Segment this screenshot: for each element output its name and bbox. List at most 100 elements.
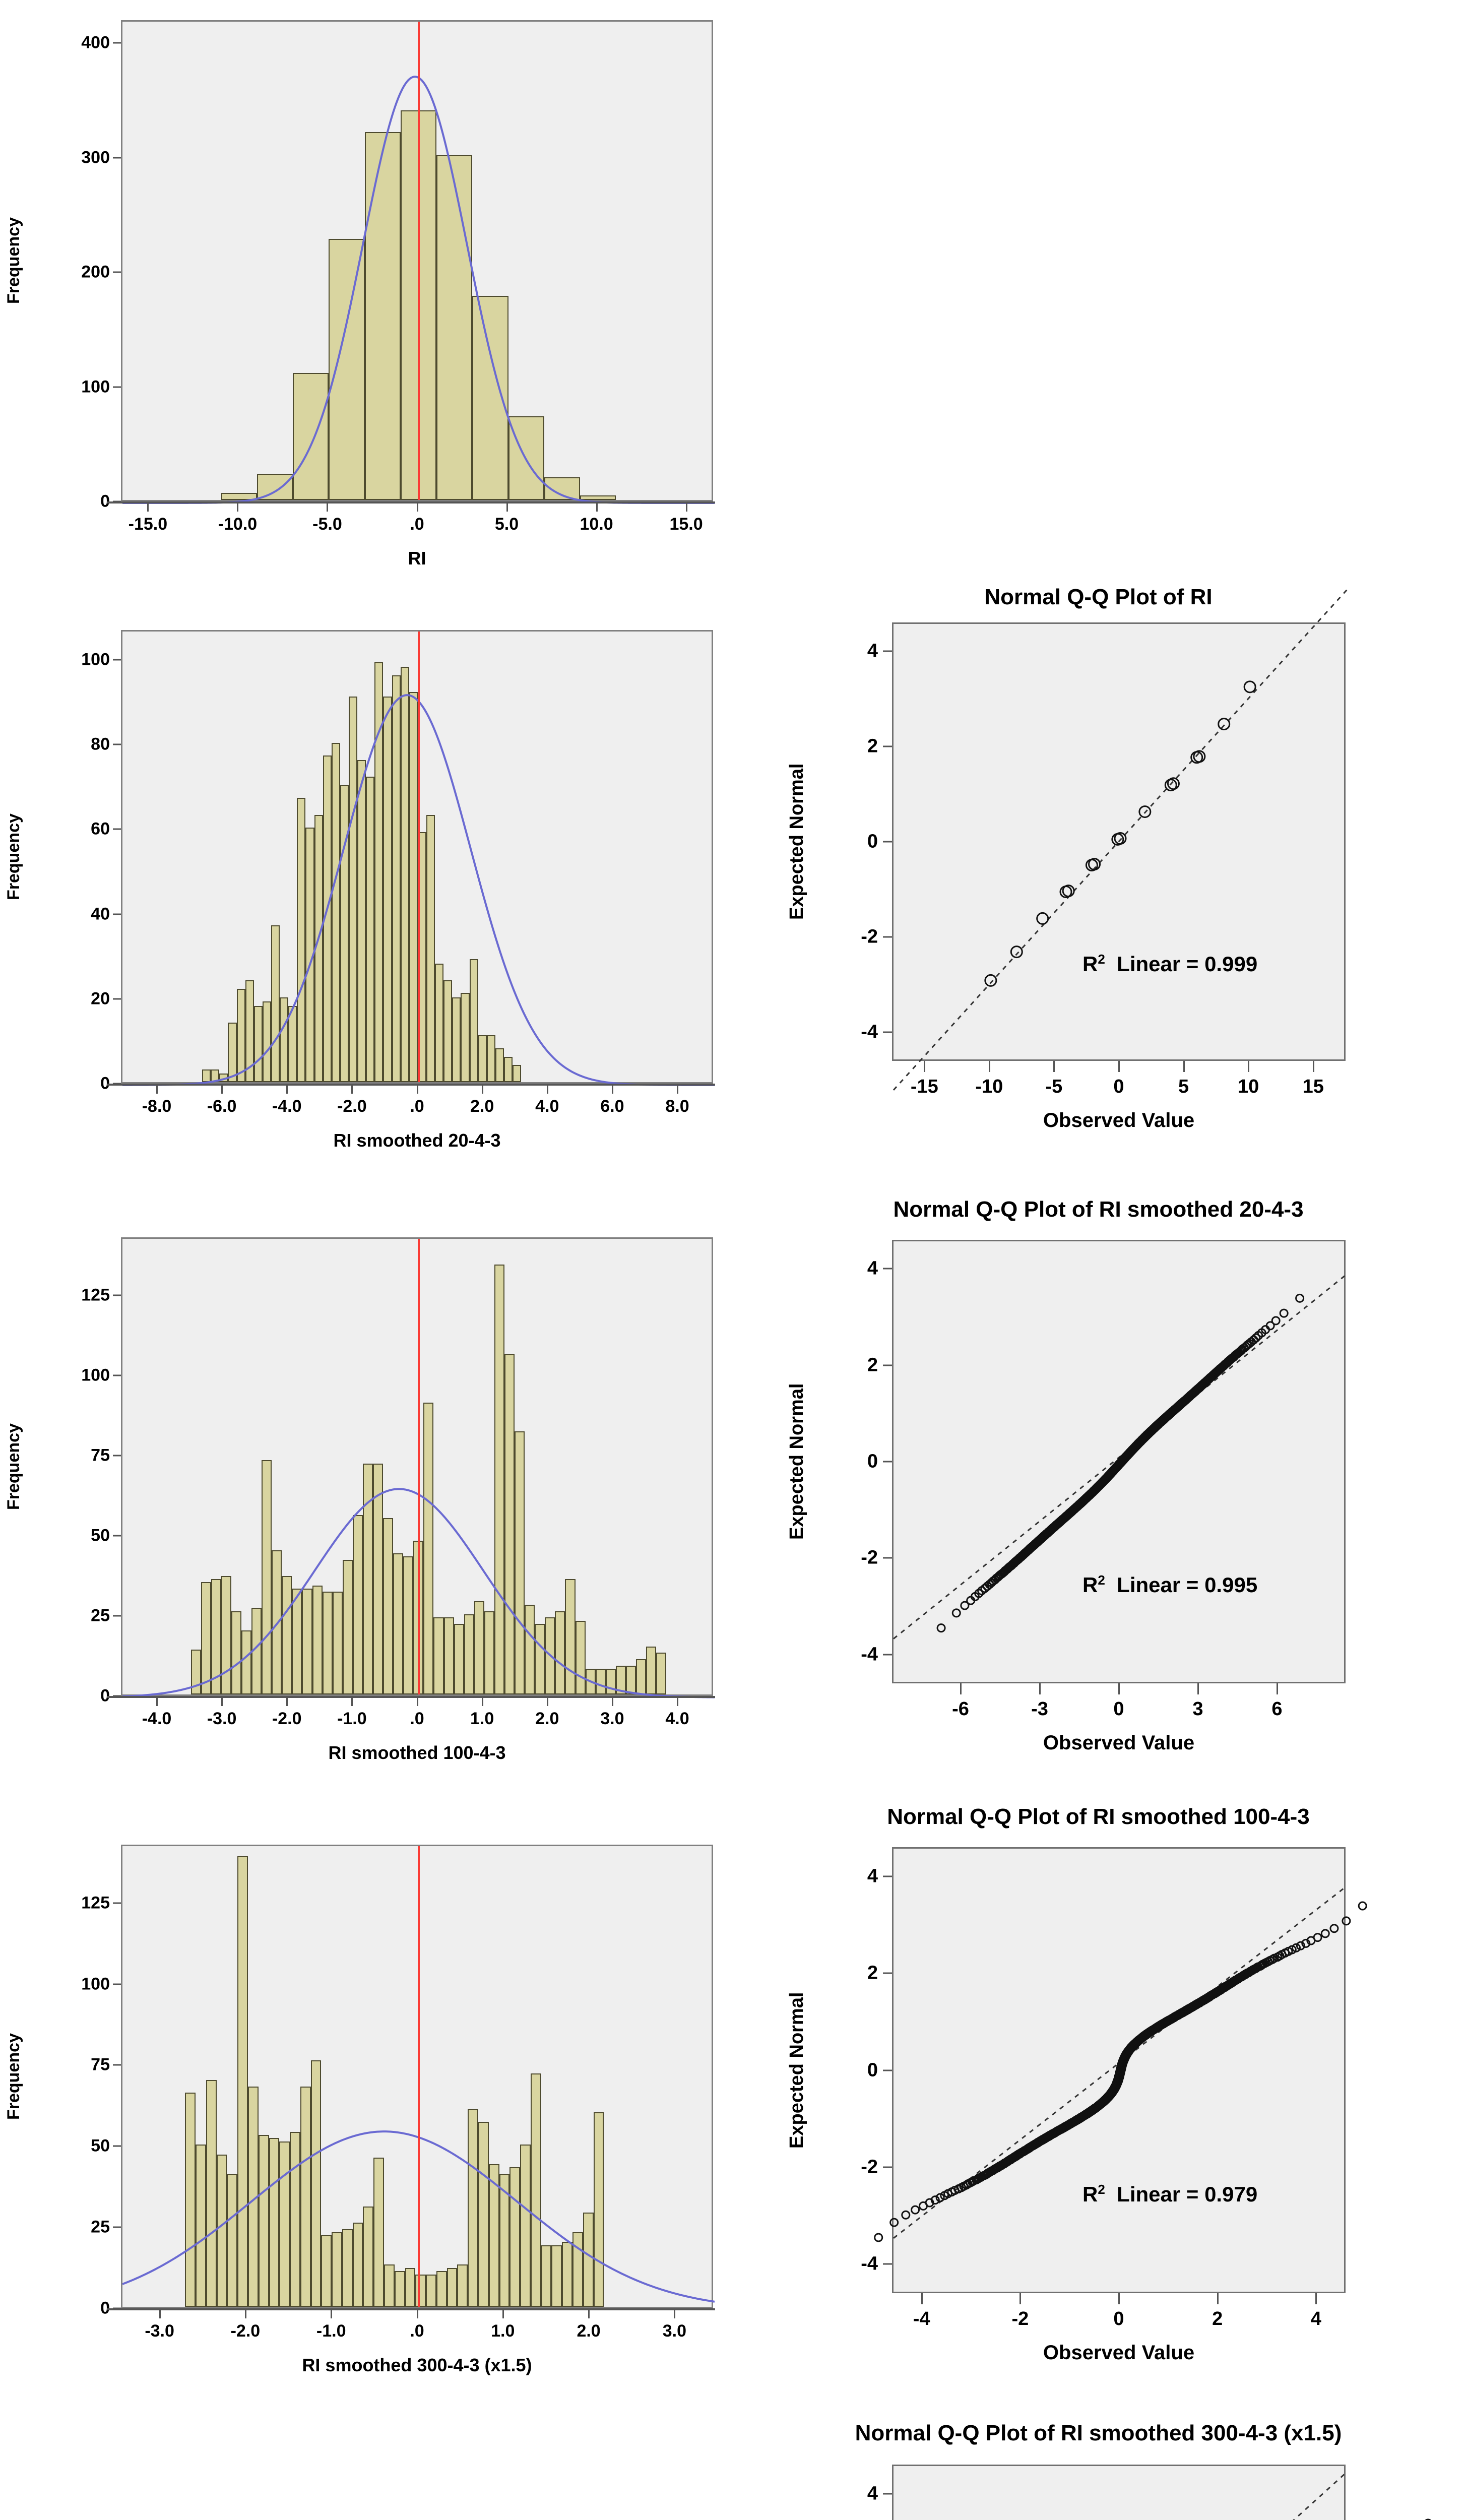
histogram-bar xyxy=(646,1647,656,1694)
histogram-bar xyxy=(280,997,288,1082)
y-axis-title: Frequency xyxy=(4,1845,24,2308)
histogram-bar xyxy=(353,1515,363,1694)
histogram-bar xyxy=(297,798,305,1082)
histogram-bar xyxy=(444,1617,454,1694)
x-tick-label: .0 xyxy=(410,515,424,534)
histogram-bar xyxy=(489,2164,499,2307)
x-tick-label: 2.0 xyxy=(470,1097,494,1116)
x-axis-line xyxy=(107,501,715,503)
y-tick-mark xyxy=(113,1902,121,1904)
y-tick-label: 400 xyxy=(40,33,110,53)
histogram-bar xyxy=(392,675,401,1082)
histogram-bar xyxy=(254,1006,263,1082)
y-tick-label: 125 xyxy=(40,1893,110,1913)
histogram-bar xyxy=(329,239,364,500)
histogram-bar xyxy=(384,2264,395,2307)
histogram-bar xyxy=(565,1579,575,1694)
y-tick-mark xyxy=(113,829,121,830)
x-tick-label: 4.0 xyxy=(535,1097,559,1116)
qq-plot-ri-smoothed-300-4-3: Normal Q-Q Plot of RI smoothed 300-4-3 (… xyxy=(731,2397,1466,2520)
histogram-bar xyxy=(409,692,418,1082)
histogram-bar xyxy=(395,2271,405,2307)
y-axis-title: Frequency xyxy=(4,20,24,501)
histogram-bar xyxy=(504,1354,515,1694)
histogram-bar xyxy=(353,2223,363,2307)
x-tick-label: -2.0 xyxy=(231,2321,261,2341)
histogram-bar xyxy=(474,1601,484,1694)
histogram-bar xyxy=(241,1630,251,1694)
y-tick-label: 20 xyxy=(40,989,110,1009)
histogram-bar xyxy=(436,155,472,500)
y-tick-label: 50 xyxy=(40,1526,110,1545)
y-tick-label: 125 xyxy=(40,1285,110,1305)
x-tick-label: 4.0 xyxy=(665,1709,689,1729)
histogram-bar xyxy=(251,1608,262,1694)
x-tick-label: 6.0 xyxy=(600,1097,624,1116)
x-tick-label: -10.0 xyxy=(218,515,258,534)
histogram-bar xyxy=(504,1057,513,1082)
y-tick-label: 25 xyxy=(40,1606,110,1625)
y-tick-label: 80 xyxy=(40,735,110,754)
histogram-bar xyxy=(583,2213,594,2307)
x-tick-label: -5.0 xyxy=(312,515,342,534)
x-tick-label: 3.0 xyxy=(600,1709,624,1729)
plot-area xyxy=(121,1845,713,2308)
histogram-bar xyxy=(545,1617,555,1694)
histogram-bar xyxy=(405,2268,416,2307)
plot-area xyxy=(121,630,713,1084)
y-tick-mark xyxy=(113,998,121,999)
y-tick-label: 0 xyxy=(40,492,110,512)
histogram-bar xyxy=(374,662,383,1082)
x-tick-label: -8.0 xyxy=(142,1097,172,1116)
x-tick-label: -4.0 xyxy=(272,1097,302,1116)
histogram-bar xyxy=(576,1621,586,1694)
histogram-bar xyxy=(365,132,401,500)
histogram-bar xyxy=(288,1006,297,1082)
histogram-bar xyxy=(221,1576,231,1694)
histogram-bar xyxy=(363,2207,373,2307)
histogram-bar xyxy=(415,2275,426,2307)
histogram-bar xyxy=(237,1856,248,2307)
histogram-bar xyxy=(531,2073,541,2307)
histogram-bar xyxy=(282,1576,292,1694)
histogram-bar xyxy=(435,964,443,1083)
histogram-bar xyxy=(227,2174,237,2307)
y-tick-mark xyxy=(113,1535,121,1536)
y-tick-label: 75 xyxy=(40,1445,110,1465)
histogram-bar xyxy=(311,2060,322,2307)
y-tick-label: 200 xyxy=(40,263,110,282)
histogram-bar xyxy=(403,1556,413,1694)
histogram-bar xyxy=(426,815,435,1082)
histogram-bar xyxy=(383,1518,393,1694)
histogram-bar xyxy=(535,1624,545,1694)
y-tick-label: 100 xyxy=(40,1974,110,1994)
histogram-bar xyxy=(185,2093,196,2307)
histogram-bar xyxy=(470,959,478,1082)
y-tick-mark xyxy=(113,1374,121,1376)
y-tick-label: 0 xyxy=(40,1686,110,1706)
histogram-bar xyxy=(290,2132,300,2307)
y-tick-label: 75 xyxy=(40,2055,110,2075)
y-tick-mark xyxy=(113,744,121,745)
histogram-bar xyxy=(515,1431,525,1694)
histogram-bar xyxy=(487,1035,495,1082)
histogram-bar xyxy=(586,1669,596,1694)
x-tick-label: 8.0 xyxy=(665,1097,689,1116)
histogram-bar xyxy=(269,2138,280,2307)
histogram-bar xyxy=(228,1023,236,1082)
histogram-bar xyxy=(206,2080,217,2307)
x-tick-label: -2.0 xyxy=(337,1097,367,1116)
y-tick-mark xyxy=(113,1455,121,1456)
histogram-bar xyxy=(219,1074,228,1082)
y-tick-label: 0 xyxy=(40,2299,110,2318)
histogram-bar xyxy=(508,416,544,500)
zero-reference-line xyxy=(418,22,420,500)
histogram-bar xyxy=(541,2245,552,2307)
histogram-bar xyxy=(366,777,374,1082)
y-tick-mark xyxy=(113,1294,121,1296)
y-tick-label: 100 xyxy=(40,1365,110,1385)
histogram-bar xyxy=(520,2145,531,2307)
